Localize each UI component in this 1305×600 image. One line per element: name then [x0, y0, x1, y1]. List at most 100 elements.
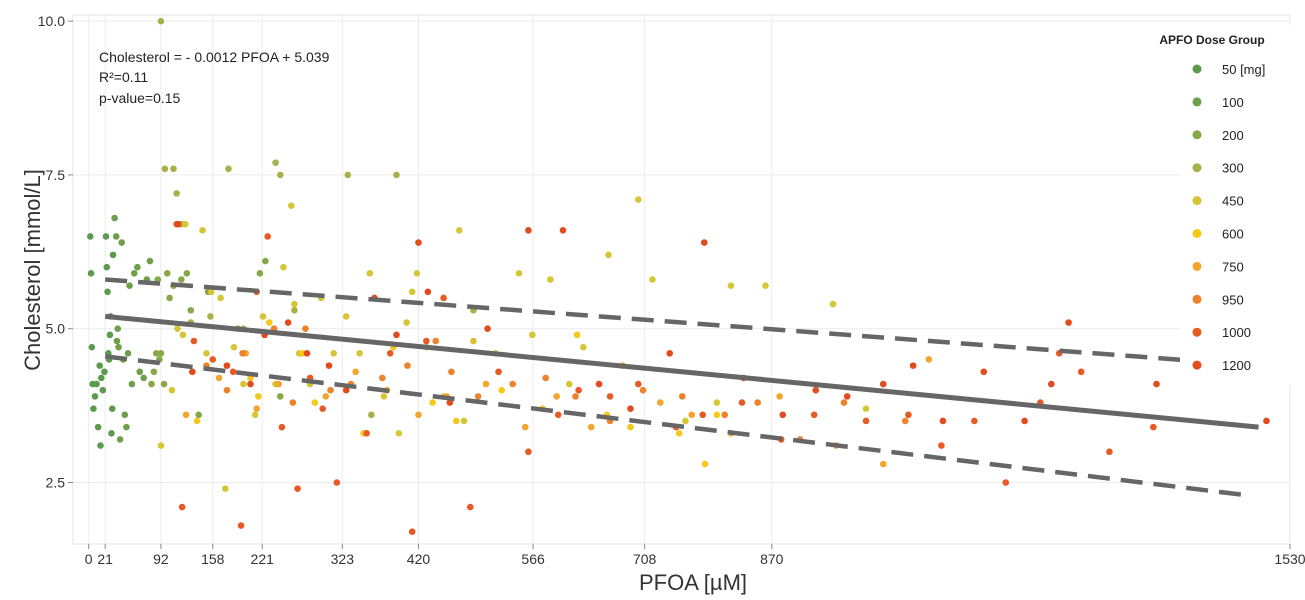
x-tick-label: 1530 — [1274, 551, 1305, 567]
data-point — [116, 436, 124, 443]
data-point — [363, 429, 370, 437]
data-point — [209, 356, 217, 363]
data-point — [199, 226, 206, 234]
data-point — [498, 386, 505, 394]
data-point — [103, 263, 111, 271]
data-point — [136, 368, 144, 376]
data-point — [97, 374, 105, 382]
data-point — [879, 380, 887, 388]
data-point — [484, 325, 491, 333]
data-point — [106, 331, 114, 339]
data-point — [779, 411, 787, 419]
data-point — [1077, 368, 1085, 376]
data-point — [289, 399, 297, 406]
data-point — [1153, 380, 1160, 388]
legend-label: 750 — [1222, 259, 1244, 274]
data-point — [239, 350, 246, 357]
data-point — [251, 411, 259, 419]
data-point — [118, 239, 125, 246]
data-point — [938, 442, 945, 449]
data-point — [276, 171, 284, 179]
fit-lines — [104, 277, 1259, 498]
legend-background — [1180, 25, 1300, 385]
x-tick-label: 566 — [521, 551, 545, 567]
data-point — [713, 399, 721, 406]
data-point — [776, 393, 783, 400]
data-point — [713, 411, 721, 419]
data-point — [829, 300, 837, 308]
data-point — [460, 417, 468, 425]
data-point — [810, 411, 818, 419]
data-point — [356, 350, 363, 357]
data-point — [130, 270, 138, 277]
data-point — [302, 325, 309, 333]
data-point — [291, 300, 298, 308]
p-value-annotation: p-value=0.15 — [99, 90, 181, 106]
data-point — [225, 165, 232, 173]
data-point — [163, 270, 171, 277]
data-point — [195, 411, 202, 419]
data-point — [515, 270, 523, 277]
legend-swatch — [1192, 196, 1202, 206]
data-point — [294, 485, 301, 492]
legend-title: APFO Dose Group — [1159, 33, 1264, 47]
data-point — [99, 386, 107, 394]
legend-swatch — [1192, 163, 1202, 173]
data-point — [901, 417, 909, 425]
data-point — [303, 350, 311, 357]
data-point — [178, 503, 186, 511]
data-point — [181, 220, 189, 228]
data-point — [452, 417, 460, 425]
data-point — [311, 399, 319, 406]
x-tick-label: 708 — [633, 551, 657, 567]
data-point — [112, 233, 120, 240]
data-point — [152, 350, 160, 357]
legend-items: 50 [mg] 100 200 300 450 600 750 950 1000 1200 — [1192, 62, 1265, 373]
data-point — [565, 380, 573, 388]
data-point — [474, 393, 482, 400]
data-point — [140, 374, 147, 382]
data-point — [183, 270, 191, 277]
data-point — [862, 417, 870, 425]
data-point — [259, 313, 267, 320]
data-point — [606, 393, 614, 400]
data-point — [721, 411, 728, 419]
y-tick-label: 7.5 — [46, 167, 66, 183]
data-point — [682, 417, 689, 425]
data-point — [700, 239, 708, 246]
data-point — [627, 405, 634, 412]
data-point — [102, 233, 110, 240]
legend-swatch — [1192, 360, 1202, 370]
data-point — [627, 423, 634, 431]
data-point — [573, 331, 581, 339]
equation-annotation: Cholesterol = - 0.0012 PFOA + 5.039 — [99, 49, 330, 65]
data-point — [470, 337, 477, 345]
data-point — [170, 165, 177, 173]
data-point — [699, 411, 706, 419]
data-point — [939, 417, 947, 425]
data-point — [380, 393, 388, 400]
data-point — [393, 171, 400, 179]
data-point — [86, 233, 94, 240]
data-point — [104, 288, 111, 296]
data-point — [688, 411, 696, 419]
data-point — [1263, 417, 1270, 425]
data-point — [322, 393, 330, 400]
data-point — [229, 368, 237, 376]
legend-label: 600 — [1222, 227, 1244, 242]
data-point — [179, 331, 187, 339]
data-point — [657, 399, 664, 406]
data-point — [217, 294, 224, 302]
data-point — [173, 190, 180, 197]
data-point — [344, 171, 352, 179]
data-point — [230, 343, 238, 351]
data-point — [635, 196, 642, 203]
data-point — [446, 399, 454, 406]
x-tick-label: 221 — [251, 551, 275, 567]
data-point — [1048, 380, 1055, 388]
data-point — [466, 503, 474, 511]
data-point — [1002, 479, 1010, 486]
data-point — [408, 288, 416, 296]
data-point — [262, 257, 269, 265]
data-point — [178, 276, 185, 283]
